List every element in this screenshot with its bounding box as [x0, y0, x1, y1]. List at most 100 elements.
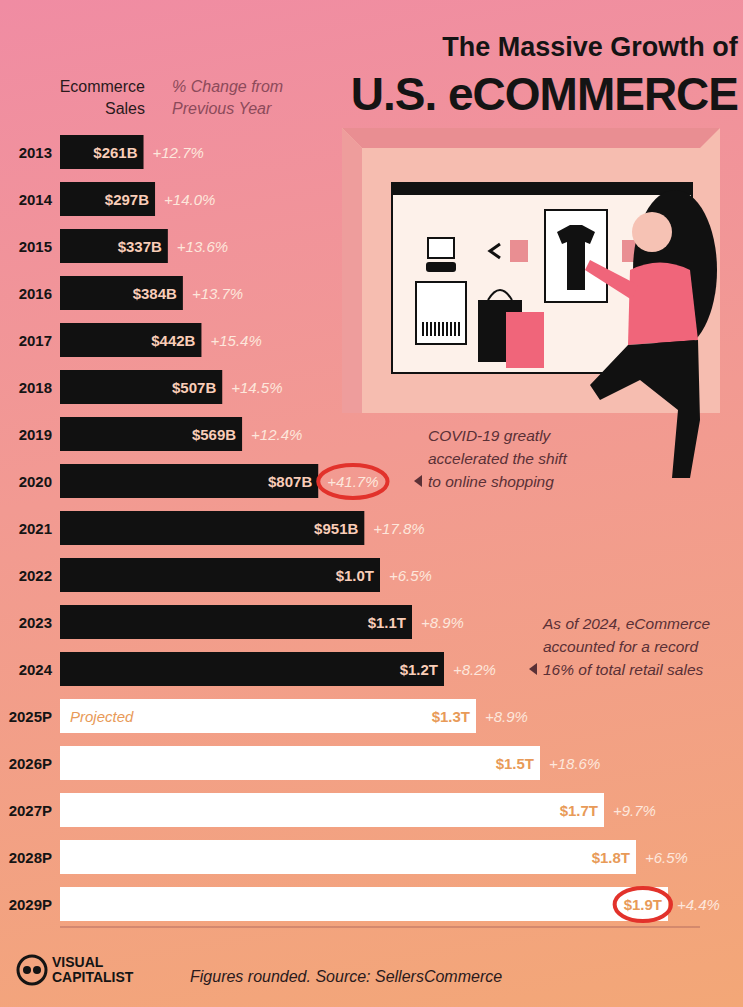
- frame-shade: [342, 128, 362, 413]
- value-label: $569B: [192, 426, 236, 443]
- head: [632, 212, 672, 252]
- bars: [60, 135, 668, 921]
- value-label: $442B: [151, 332, 195, 349]
- bar: [60, 229, 168, 263]
- logo-mark: [18, 956, 46, 984]
- change-label: +9.7%: [613, 802, 656, 819]
- barcode: [430, 322, 432, 336]
- projected-label: Projected: [70, 708, 134, 725]
- change-label: +6.5%: [389, 567, 432, 584]
- barcode: [426, 322, 428, 336]
- source: Figures rounded. Source: SellersCommerce: [190, 968, 502, 985]
- category-label: 2018: [19, 379, 52, 396]
- value-label: $507B: [172, 379, 216, 396]
- category-label: 2027P: [9, 802, 52, 819]
- category-label: 2015: [19, 238, 52, 255]
- value-label: $297B: [105, 191, 149, 208]
- change-label: +8.2%: [453, 661, 496, 678]
- category-label: 2016: [19, 285, 52, 302]
- value-label: $384B: [133, 285, 177, 302]
- barcode: [446, 322, 448, 336]
- bar: [60, 699, 476, 733]
- bar: [60, 370, 222, 404]
- value-label: $1.5T: [496, 755, 534, 772]
- annotation: accelerated the shift: [428, 450, 567, 467]
- change-label: +18.6%: [549, 755, 600, 772]
- barcode: [454, 322, 456, 336]
- category-label: 2023: [19, 614, 52, 631]
- subtitle: The Massive Growth of: [442, 32, 739, 62]
- arm: [585, 260, 638, 300]
- barcode: [434, 322, 436, 336]
- change-label: +12.4%: [251, 426, 302, 443]
- annotation: accounted for a record: [543, 638, 699, 655]
- annotation: COVID-19 greatly: [428, 427, 552, 444]
- change-label: +12.7%: [153, 144, 204, 161]
- product-card: [545, 210, 607, 302]
- arrow: [490, 244, 500, 258]
- annotation: to online shopping: [428, 473, 554, 490]
- value-label: $1.9T: [624, 896, 662, 913]
- annotation: As of 2024, eCommerce: [542, 615, 711, 632]
- category-label: 2021: [19, 520, 52, 537]
- bar: [60, 276, 183, 310]
- category-label: 2026P: [9, 755, 52, 772]
- barcode: [450, 322, 452, 336]
- value-label: $951B: [314, 520, 358, 537]
- browser-bar: [392, 183, 692, 195]
- category-label: 2013: [19, 144, 52, 161]
- bar: [60, 746, 540, 780]
- value-label: $337B: [118, 238, 162, 255]
- logo: [18, 956, 46, 984]
- annotation: 16% of total retail sales: [543, 661, 704, 678]
- category-label: 2017: [19, 332, 52, 349]
- bar: [60, 652, 444, 686]
- bar: [60, 323, 201, 357]
- highlight: [615, 888, 671, 921]
- change-label: +13.6%: [177, 238, 228, 255]
- value-label: $1.1T: [368, 614, 406, 631]
- bar: [60, 511, 364, 545]
- thumb: [510, 240, 528, 262]
- barcode: [438, 322, 440, 336]
- value-label: $1.0T: [336, 567, 374, 584]
- bar: [60, 605, 412, 639]
- column-header: % Change from: [172, 78, 283, 95]
- receipt: [416, 282, 466, 344]
- bar: [60, 840, 636, 874]
- pay-button: [426, 262, 456, 272]
- change-label: +13.7%: [192, 285, 243, 302]
- column-header: Previous Year: [172, 100, 272, 117]
- bag-handle: [488, 290, 512, 300]
- category-label: 2025P: [9, 708, 52, 725]
- value-label: $1.2T: [400, 661, 438, 678]
- chart: The Massive Growth ofU.S. eCOMMERCEEcomm…: [0, 0, 743, 1007]
- change-label: +14.0%: [164, 191, 215, 208]
- bar: [60, 793, 604, 827]
- illustration: [342, 128, 720, 478]
- value-label: $807B: [268, 473, 312, 490]
- value-label: $1.3T: [432, 708, 470, 725]
- bar: [60, 558, 380, 592]
- change-label: +8.9%: [485, 708, 528, 725]
- category-label: 2020: [19, 473, 52, 490]
- labels: 2013$261B+12.7%2014$297B+14.0%2015$337B+…: [9, 144, 720, 913]
- barcode: [422, 322, 424, 336]
- shirt: [557, 225, 595, 290]
- value-label: $1.8T: [592, 849, 630, 866]
- value-label: $1.7T: [560, 802, 598, 819]
- category-label: 2019: [19, 426, 52, 443]
- shopping-bag: [506, 312, 544, 368]
- category-label: 2029P: [9, 896, 52, 913]
- change-label: +17.8%: [373, 520, 424, 537]
- change-label: +8.9%: [421, 614, 464, 631]
- bar: [60, 135, 144, 169]
- value-axis: [60, 927, 700, 928]
- category-label: 2014: [19, 191, 53, 208]
- change-label: +14.5%: [231, 379, 282, 396]
- logo-mark: [33, 966, 41, 974]
- change-label: +41.7%: [327, 473, 378, 490]
- barcode: [458, 322, 460, 336]
- bar: [60, 417, 242, 451]
- bar: [60, 464, 318, 498]
